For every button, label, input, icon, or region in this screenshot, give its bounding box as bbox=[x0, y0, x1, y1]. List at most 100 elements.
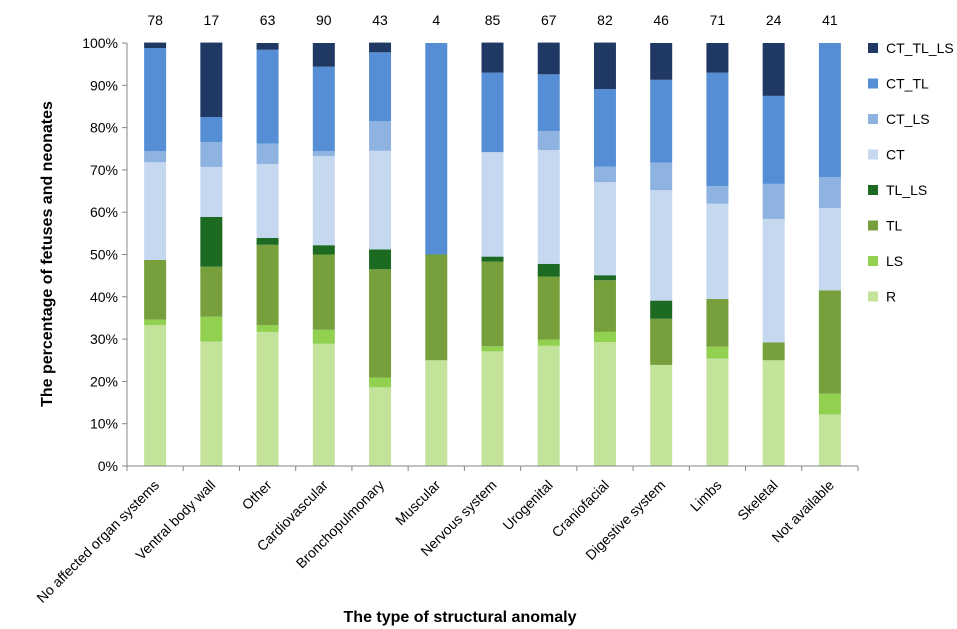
bar-segment bbox=[200, 341, 223, 466]
bar-segment bbox=[762, 43, 785, 96]
bar-segment bbox=[256, 244, 279, 326]
bar-segment bbox=[650, 162, 673, 191]
bar-segment bbox=[425, 360, 448, 466]
bar-segment bbox=[369, 377, 392, 388]
bar-segment bbox=[200, 166, 223, 217]
bar-segment bbox=[312, 343, 335, 466]
legend-label: CT_TL bbox=[886, 76, 929, 92]
legend-swatch bbox=[868, 43, 878, 53]
bar-segment bbox=[312, 66, 335, 152]
bar-segment bbox=[481, 256, 504, 262]
x-tick-label: Urogenital bbox=[499, 477, 555, 533]
bar-segment bbox=[200, 42, 223, 118]
bar-segment bbox=[312, 43, 335, 67]
legend-swatch bbox=[868, 78, 878, 89]
bar-segment bbox=[200, 141, 223, 167]
bar-segment bbox=[537, 276, 560, 340]
y-tick-label: 20% bbox=[90, 373, 118, 389]
bar-segment bbox=[256, 143, 279, 164]
count-label: 4 bbox=[432, 12, 440, 28]
y-axis-title: The percentage of fetuses and neonates bbox=[39, 101, 56, 407]
y-tick-label: 100% bbox=[82, 35, 118, 51]
legend-label: TL bbox=[886, 218, 903, 234]
legend-label: LS bbox=[886, 253, 903, 269]
bar-segment bbox=[144, 319, 167, 326]
bar-segment bbox=[537, 130, 560, 151]
bar-segment bbox=[144, 259, 167, 320]
bar-segment bbox=[256, 43, 279, 50]
bar-segment bbox=[312, 151, 335, 156]
bar-segment bbox=[706, 203, 729, 299]
count-label: 85 bbox=[485, 12, 501, 28]
bar-segment bbox=[312, 329, 335, 344]
bar-segment bbox=[762, 218, 785, 343]
bar-segment bbox=[256, 49, 279, 144]
legend-swatch bbox=[868, 220, 878, 231]
bar-segment bbox=[537, 150, 560, 264]
bar-segment bbox=[369, 249, 392, 270]
x-tick-label: Muscular bbox=[392, 477, 444, 529]
bar-segment bbox=[425, 43, 448, 255]
y-tick-label: 0% bbox=[98, 458, 118, 474]
bars-group bbox=[144, 42, 841, 466]
count-label: 78 bbox=[147, 12, 163, 28]
bar-segment bbox=[818, 290, 841, 394]
bar-segment bbox=[593, 280, 616, 332]
bar-segment bbox=[762, 342, 785, 361]
bar-segment bbox=[200, 316, 223, 342]
bar-segment bbox=[818, 207, 841, 291]
bar-segment bbox=[144, 42, 167, 49]
legend-label: R bbox=[886, 289, 896, 305]
x-tick-label: Limbs bbox=[687, 477, 725, 515]
legend-swatch bbox=[868, 114, 878, 124]
bar-segment bbox=[312, 245, 335, 255]
y-tick-label: 40% bbox=[90, 289, 118, 305]
bar-segment bbox=[818, 414, 841, 466]
sample-counts: 78 17 63 90 43 4 85 67 82 46 71 24 41 bbox=[147, 12, 838, 28]
y-tick-label: 70% bbox=[90, 162, 118, 178]
bar-segment bbox=[537, 42, 560, 75]
x-tick-label: Other bbox=[239, 477, 275, 513]
x-axis-title: The type of structural anomaly bbox=[344, 609, 577, 626]
bar-segment bbox=[650, 300, 673, 319]
count-label: 82 bbox=[597, 12, 613, 28]
bar-segment bbox=[762, 95, 785, 184]
bar-segment bbox=[312, 155, 335, 246]
bar-segment bbox=[650, 43, 673, 80]
bar-segment bbox=[706, 298, 729, 347]
bar-segment bbox=[593, 89, 616, 167]
bar-segment bbox=[200, 216, 223, 267]
bar-segment bbox=[650, 79, 673, 163]
bar-segment bbox=[312, 254, 335, 330]
bar-segment bbox=[762, 183, 785, 219]
bar-segment bbox=[818, 43, 841, 178]
bar-segment bbox=[200, 266, 223, 317]
count-label: 90 bbox=[316, 12, 332, 28]
bar-segment bbox=[369, 42, 392, 53]
bar-segment bbox=[481, 351, 504, 466]
bar-segment bbox=[481, 261, 504, 347]
bar-segment bbox=[818, 393, 841, 415]
count-label: 67 bbox=[541, 12, 557, 28]
count-label: 43 bbox=[372, 12, 388, 28]
bar-segment bbox=[369, 387, 392, 466]
bar-segment bbox=[369, 52, 392, 122]
count-label: 41 bbox=[822, 12, 838, 28]
y-tick-label: 90% bbox=[90, 77, 118, 93]
legend-swatch bbox=[868, 291, 878, 302]
count-label: 71 bbox=[710, 12, 726, 28]
bar-segment bbox=[593, 275, 616, 281]
bar-segment bbox=[369, 150, 392, 250]
bar-segment bbox=[256, 238, 279, 245]
bar-segment bbox=[144, 325, 167, 466]
legend: CT_TL_LS CT_TL CT_LS CT TL_LS TL LS R bbox=[868, 40, 954, 305]
bar-segment bbox=[650, 364, 673, 466]
bar-segment bbox=[537, 345, 560, 466]
y-tick-label: 10% bbox=[90, 416, 118, 432]
bar-segment bbox=[200, 117, 223, 142]
legend-label: CT bbox=[886, 147, 905, 163]
bar-segment bbox=[706, 358, 729, 466]
count-label: 24 bbox=[766, 12, 782, 28]
legend-label: TL_LS bbox=[886, 182, 927, 198]
